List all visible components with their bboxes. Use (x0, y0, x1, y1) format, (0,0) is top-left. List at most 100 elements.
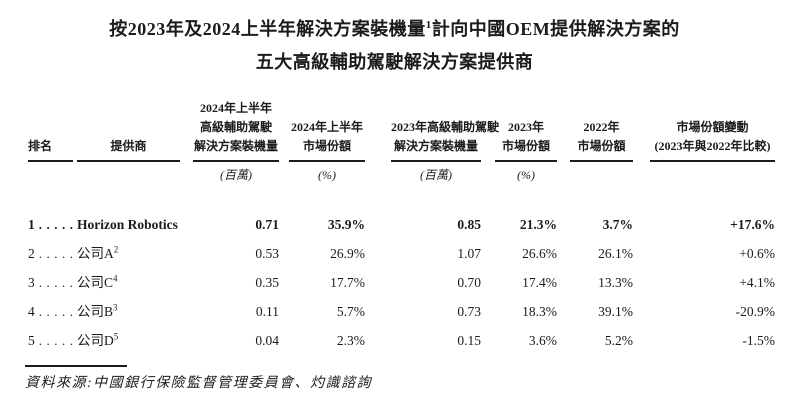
value-cell: +17.6% (730, 217, 775, 232)
value-cell: 35.9% (327, 217, 365, 232)
value-cell: 0.71 (255, 217, 279, 232)
rank-number: 5 (28, 333, 35, 348)
provider-name: 公司D (77, 333, 114, 348)
value-cell: -1.5% (742, 333, 775, 348)
header-unit (570, 162, 633, 186)
ranking-table: 排名 提供商 2024年上半年 高級輔助駕駛 解決方案裝機量 (百萬) 2024年上… (25, 94, 775, 355)
footnote-superscript: 3 (113, 302, 118, 313)
value-cell: 13.3% (598, 275, 633, 290)
header-line: 2022年 (583, 120, 620, 134)
value-cell: +4.1% (739, 275, 775, 290)
header-unit (650, 162, 775, 186)
provider-cell: 公司B3 (77, 297, 193, 326)
col-header-2022-market-share: 2022年 市場份額 (567, 94, 647, 186)
footnote-superscript: 5 (113, 331, 119, 342)
provider-cell: Horizon Robotics (77, 186, 193, 239)
header-unit (77, 162, 180, 186)
footnote-superscript: 2 (113, 244, 119, 255)
rank-number: 2 (28, 246, 35, 261)
rank-cell: 3..... (25, 268, 77, 297)
rank-cell: 5..... (25, 326, 77, 355)
header-unit (28, 162, 73, 186)
table-title-line1: 按2023年及2024上半年解決方案裝機量1計向中國OEM提供解決方案的 (0, 13, 789, 46)
rank-number: 3 (28, 275, 35, 290)
col-header-2023-market-share: 2023年 市場份額 (%) (491, 94, 567, 186)
value-cell: 18.3% (522, 304, 557, 319)
table-title-line2: 五大高級輔助駕駛解決方案提供商 (255, 52, 534, 72)
col-header-provider: 提供商 (77, 94, 193, 186)
rank-cell: 2..... (25, 239, 77, 268)
value-cell: 0.70 (457, 275, 481, 290)
value-cell: 17.7% (330, 275, 365, 290)
value-cell: 0.15 (457, 333, 481, 348)
value-cell: 0.85 (457, 217, 481, 232)
provider-name: 公司A (77, 246, 114, 261)
dot-leader: ..... (38, 333, 78, 348)
col-header-2024h1-market-share: 2024年上半年 市場份額 (%) (289, 94, 375, 186)
source-text: 資料來源:中國銀行保險監督管理委員會、灼識諮詢 (25, 376, 373, 391)
header-unit: (百萬) (420, 168, 452, 182)
dot-leader: ..... (38, 246, 78, 261)
header-line: 排名 (28, 139, 53, 153)
table-row: 3..... 公司C4 0.35 17.7% 0.70 17.4% 13.3% … (25, 268, 775, 297)
footnote-rule (25, 365, 127, 367)
dot-leader: ..... (38, 217, 78, 232)
col-header-2023-installations: 2023年高級輔助駕駛 解決方案裝機量 (百萬) (375, 94, 500, 186)
header-line: 2023年高級輔助駕駛 (391, 120, 500, 134)
source-note: 資料來源:中國銀行保險監督管理委員會、灼識諮詢 (25, 365, 789, 392)
table-row: 2..... 公司A2 0.53 26.9% 1.07 26.6% 26.1% … (25, 239, 775, 268)
provider-name: 公司C (77, 275, 114, 290)
dot-leader: ..... (38, 304, 78, 319)
value-cell: 26.6% (522, 246, 557, 261)
value-cell: 0.53 (255, 246, 279, 261)
value-cell: 17.4% (522, 275, 557, 290)
value-cell: 0.11 (255, 304, 279, 319)
title-text-part2: 計向中國OEM提供解決方案的 (431, 19, 680, 39)
provider-cell: 公司C4 (77, 268, 193, 297)
value-cell: 21.3% (519, 217, 557, 232)
title-footnote-superscript: 1 (425, 19, 432, 31)
header-line: 提供商 (110, 139, 147, 153)
value-cell: 3.7% (602, 217, 633, 232)
value-cell: 26.1% (598, 246, 633, 261)
rank-number: 1 (28, 217, 35, 232)
value-cell: +0.6% (739, 246, 775, 261)
title-text-part1: 按2023年及2024上半年解決方案裝機量 (109, 19, 426, 39)
header-unit: (百萬) (220, 168, 252, 182)
value-cell: 0.35 (255, 275, 279, 290)
table-row: 1..... Horizon Robotics 0.71 35.9% 0.85 … (25, 186, 775, 239)
rank-number: 4 (28, 304, 35, 319)
value-cell: 3.6% (528, 333, 557, 348)
value-cell: 1.07 (457, 246, 481, 261)
rank-cell: 1..... (25, 186, 77, 239)
value-cell: 0.04 (255, 333, 279, 348)
table-row: 4..... 公司B3 0.11 5.7% 0.73 18.3% 39.1% -… (25, 297, 775, 326)
provider-cell: 公司D5 (77, 326, 193, 355)
value-cell: 26.9% (330, 246, 365, 261)
value-cell: -20.9% (735, 304, 775, 319)
value-cell: 0.73 (457, 304, 481, 319)
dot-leader: ..... (38, 275, 78, 290)
col-header-rank: 排名 (25, 94, 77, 186)
col-header-market-share-change: 市場份額變動 (2023年與2022年比較) (647, 94, 775, 186)
value-cell: 2.3% (336, 333, 365, 348)
footnote-superscript: 4 (113, 273, 118, 284)
header-line: 2023年 (507, 120, 544, 134)
header-line: 市場份額變動 (676, 120, 749, 134)
provider-cell: 公司A2 (77, 239, 193, 268)
value-cell: 39.1% (598, 304, 633, 319)
header-unit: (%) (517, 168, 535, 182)
header-line: 2024年上半年 (199, 101, 272, 115)
value-cell: 5.2% (604, 333, 633, 348)
value-cell: 5.7% (336, 304, 365, 319)
table-row: 5..... 公司D5 0.04 2.3% 0.15 3.6% 5.2% -1.… (25, 326, 775, 355)
provider-name: Horizon Robotics (77, 217, 178, 232)
header-unit: (%) (318, 168, 336, 182)
provider-name: 公司B (77, 304, 114, 319)
header-line: 2024年上半年 (290, 120, 363, 134)
col-header-2024h1-installations: 2024年上半年 高級輔助駕駛 解決方案裝機量 (百萬) (193, 94, 289, 186)
rank-cell: 4..... (25, 297, 77, 326)
table-header-row: 排名 提供商 2024年上半年 高級輔助駕駛 解決方案裝機量 (百萬) 2024年上… (25, 94, 775, 186)
table-title: 按2023年及2024上半年解決方案裝機量1計向中國OEM提供解決方案的 五大高… (0, 13, 789, 79)
